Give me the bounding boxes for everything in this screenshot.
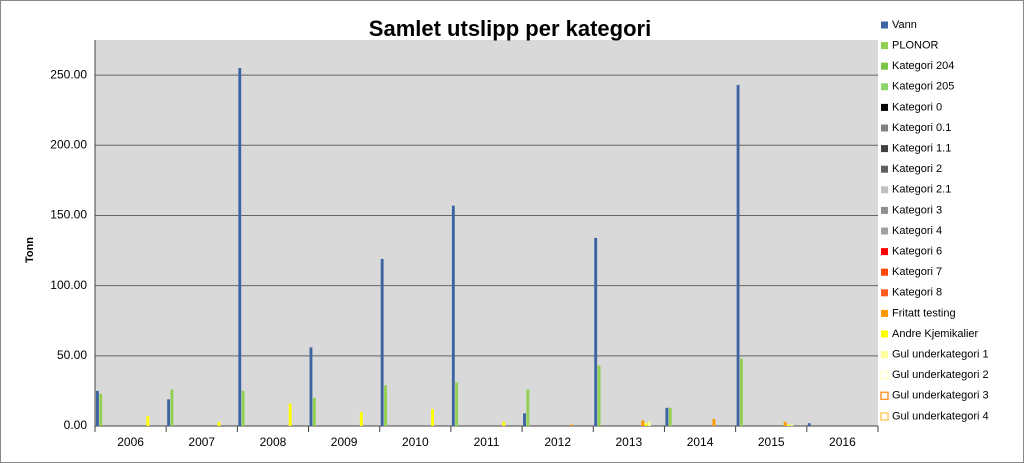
bar [217, 421, 221, 426]
legend-swatch [881, 206, 888, 214]
x-tick-label: 2015 [758, 435, 785, 449]
bar [787, 424, 790, 426]
legend-swatch [880, 391, 889, 401]
legend-swatch [880, 412, 889, 421]
y-tick-label: 100.00 [50, 278, 87, 292]
bar [739, 358, 743, 426]
bar [736, 84, 740, 426]
bar [96, 390, 99, 426]
legend-swatch [881, 42, 888, 50]
bar [594, 237, 598, 426]
x-tick-label: 2016 [829, 435, 856, 449]
y-tick-label: 0.00 [64, 418, 88, 432]
x-tick-label: 2006 [117, 435, 144, 449]
y-tick-label: 200.00 [50, 137, 87, 151]
y-tick-label: 50.00 [57, 348, 87, 362]
legend-label: Gul underkategori 1 [892, 349, 989, 361]
x-tick-label: 2012 [544, 435, 571, 449]
legend-label: Kategori 1.1 [892, 143, 951, 155]
legend-label: Kategori 6 [892, 246, 942, 258]
x-tick-label: 2008 [260, 435, 287, 449]
legend-label: Kategori 2 [892, 163, 942, 175]
bar [783, 421, 787, 426]
legend-label: Kategori 205 [892, 81, 954, 93]
plot-area [95, 40, 878, 426]
legend-swatch [881, 351, 888, 359]
legend-label: Kategori 8 [892, 287, 942, 299]
bar [238, 68, 242, 426]
legend-label: Andre Kjemikalier [892, 328, 979, 340]
bar [526, 389, 530, 426]
bar [241, 390, 245, 426]
x-tick-label: 2007 [188, 435, 215, 449]
legend-swatch [880, 370, 889, 380]
legend-label: Kategori 204 [892, 60, 954, 72]
bar [807, 423, 811, 426]
bar [380, 258, 384, 426]
bar [665, 407, 669, 426]
legend-label: Kategori 4 [892, 225, 942, 237]
legend-label: Kategori 7 [892, 266, 942, 278]
y-tick-label: 150.00 [50, 208, 87, 222]
bar [146, 416, 150, 426]
bar [712, 418, 716, 426]
bar [309, 347, 313, 426]
legend-label: Kategori 2.1 [892, 184, 951, 196]
legend-swatch [881, 103, 888, 111]
legend-label: Kategori 0.1 [892, 122, 951, 134]
legend-label: Gul underkategori 2 [892, 369, 989, 381]
bar [523, 413, 526, 426]
bar [167, 399, 171, 426]
bar [451, 205, 455, 426]
bar [502, 421, 506, 426]
y-tick-label: 250.00 [50, 67, 87, 81]
legend-swatch [881, 145, 888, 153]
legend-swatch [881, 21, 888, 29]
legend-swatch [881, 248, 888, 256]
legend-label: Fritatt testing [892, 307, 956, 319]
bar [790, 424, 794, 426]
bar [312, 397, 316, 426]
legend-swatch [881, 227, 888, 235]
chart-title: Samlet utslipp per kategori [369, 16, 651, 41]
bar [384, 385, 387, 426]
x-tick-label: 2013 [616, 435, 643, 449]
bar [597, 365, 601, 426]
x-tick-label: 2010 [402, 435, 429, 449]
legend-swatch [881, 124, 888, 132]
legend-swatch [881, 165, 888, 173]
bar [359, 411, 363, 426]
y-axis-label: Tonn [24, 237, 36, 263]
bar [570, 424, 573, 426]
bar [641, 420, 645, 426]
legend-label: PLONOR [892, 40, 939, 52]
legend-swatch [881, 186, 888, 194]
legend-swatch [881, 289, 888, 297]
legend-label: Kategori 0 [892, 101, 942, 113]
bar [431, 409, 434, 426]
bar [668, 407, 672, 426]
legend-label: Kategori 3 [892, 204, 942, 216]
x-tick-label: 2009 [331, 435, 358, 449]
legend-swatch [881, 309, 888, 317]
legend-swatch [881, 83, 888, 91]
x-tick-label: 2014 [687, 435, 714, 449]
legend-swatch [881, 330, 888, 338]
legend-label: Vann [892, 19, 917, 31]
legend-label: Gul underkategori 4 [892, 410, 989, 422]
x-tick-label: 2011 [474, 435, 500, 449]
bar [455, 382, 459, 426]
legend-swatch [881, 268, 888, 276]
bar [644, 423, 648, 426]
bar [170, 389, 174, 426]
legend-swatch [881, 62, 888, 70]
bar [288, 403, 292, 426]
legend-label: Gul underkategori 3 [892, 390, 989, 402]
bar [648, 421, 651, 426]
bar [99, 393, 103, 426]
